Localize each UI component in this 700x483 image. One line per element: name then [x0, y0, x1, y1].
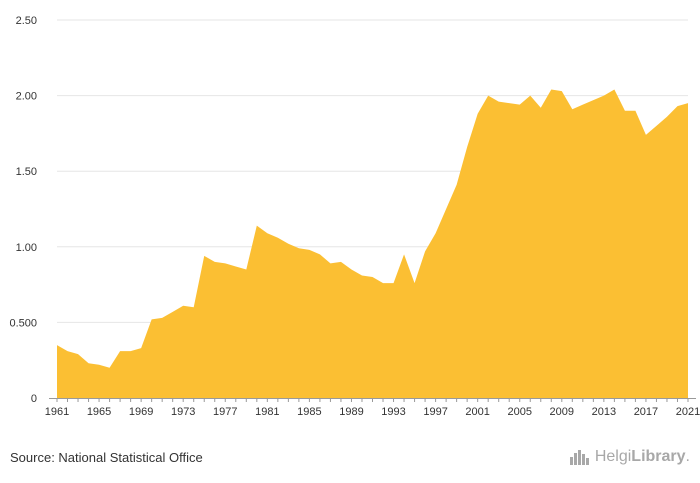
x-tick-label: 2005	[507, 406, 531, 418]
x-tick-label: 2001	[465, 406, 489, 418]
y-tick-label: 1.50	[16, 166, 37, 178]
x-tick-label: 1969	[129, 406, 153, 418]
x-tick-label: 1993	[381, 406, 405, 418]
x-tick-label: 2021	[676, 406, 700, 418]
x-tick-label: 1981	[255, 406, 279, 418]
city-skyline-icon	[569, 450, 589, 465]
area-chart: 1961 1965 1969 1973 1977 1981 1985 1989 1993 1997…	[9, 15, 700, 418]
source-note: Source: National Statistical Office	[10, 450, 203, 465]
chart-footer: Source: National Statistical Office Helg…	[0, 430, 700, 483]
x-tick-label: 1989	[339, 406, 363, 418]
x-tick-label: 1977	[213, 406, 237, 418]
x-tick-label: 1997	[423, 406, 447, 418]
y-axis: 0 0.500 1.00 1.50 2.00 2.50	[9, 15, 37, 405]
helgi-library-logo: HelgiLibrary.	[569, 448, 690, 466]
y-tick-label: 1.00	[16, 242, 37, 254]
logo-text-light: Helgi	[594, 448, 632, 465]
y-tick-label: 0	[31, 393, 37, 405]
x-tick-label: 2017	[634, 406, 658, 418]
logo-text-bold: Library	[631, 448, 686, 465]
x-tick-label: 1961	[45, 406, 69, 418]
y-tick-label: 0.500	[9, 317, 37, 329]
area-series	[57, 89, 688, 398]
y-tick-label: 2.00	[16, 91, 37, 103]
y-tick-label: 2.50	[16, 15, 37, 27]
x-axis: 1961 1965 1969 1973 1977 1981 1985 1989 1993 1997…	[45, 398, 700, 418]
x-tick-label: 2009	[550, 406, 574, 418]
x-tick-label: 1973	[171, 406, 195, 418]
area-fill	[57, 89, 688, 398]
x-tick-label: 1965	[87, 406, 111, 418]
logo-text-dot: .	[685, 448, 690, 465]
x-tick-label: 1985	[297, 406, 321, 418]
x-tick-label: 2013	[592, 406, 616, 418]
